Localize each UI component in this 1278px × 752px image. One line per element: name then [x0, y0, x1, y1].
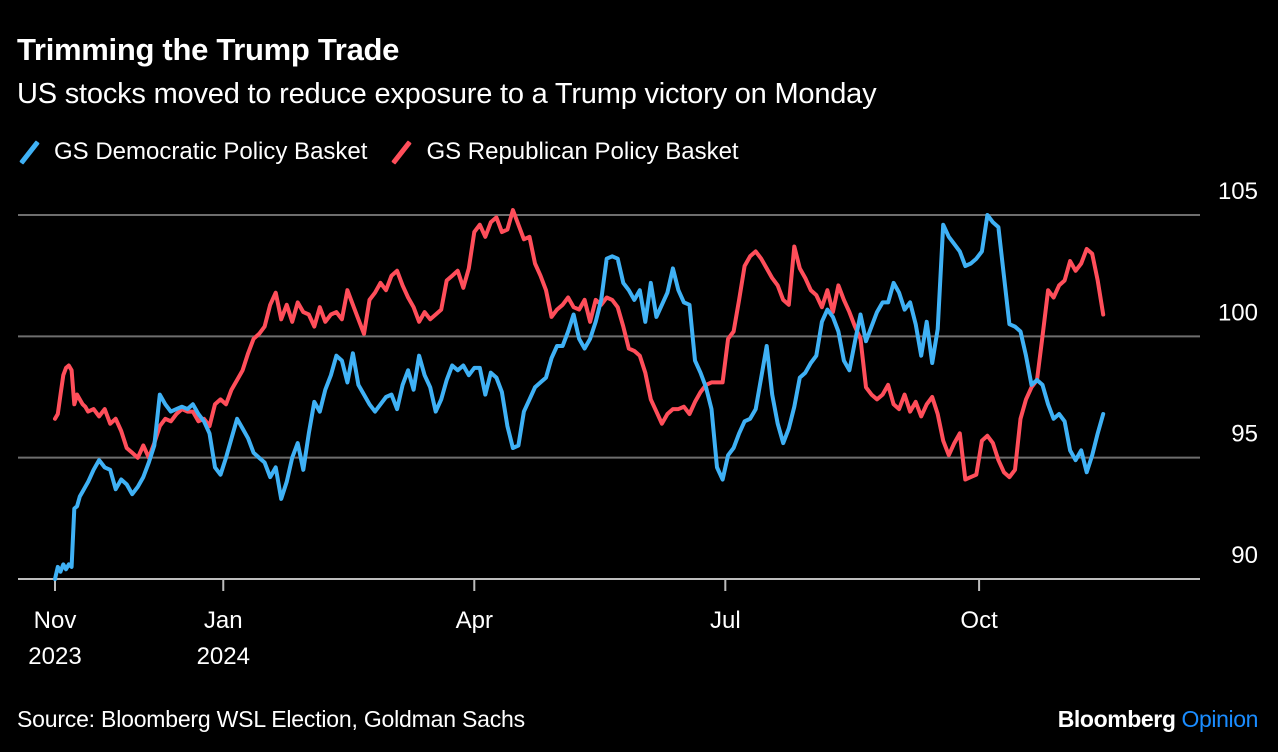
y-tick-label-95: 95: [1231, 421, 1258, 448]
y-tick-label-90: 90: [1231, 542, 1258, 569]
y-tick-label-105: 105: [1218, 178, 1258, 205]
logo-brand: Bloomberg: [1057, 706, 1176, 732]
bloomberg-opinion-logo: Bloomberg Opinion: [1057, 706, 1259, 733]
legend: GS Democratic Policy Basket GS Republica…: [17, 138, 761, 166]
x-tick-label-apr: Apr: [456, 607, 493, 634]
x-tick-label-jan: Jan: [204, 607, 243, 634]
gridlines: [18, 214, 1200, 580]
y-tick-label-100: 100: [1218, 299, 1258, 326]
x-tick-label-nov: Nov: [34, 607, 77, 634]
series-lines: [53, 208, 1106, 581]
y-axis-labels: 90 95 100 105: [1218, 178, 1258, 569]
chart-title: Trimming the Trump Trade: [17, 32, 400, 67]
series-line-democratic: [53, 213, 1106, 581]
x-axis: Nov 2023 Jan 2024 Apr Jul Oct: [28, 579, 998, 670]
legend-label-republican: GS Republican Policy Basket: [426, 138, 739, 165]
x-tick-year-2023: 2023: [28, 643, 81, 670]
x-tick-year-2024: 2024: [197, 643, 250, 670]
source-note: Source: Bloomberg WSL Election, Goldman …: [17, 706, 525, 732]
legend-item-republican: GS Republican Policy Basket: [389, 138, 738, 166]
chart-subtitle: US stocks moved to reduce exposure to a …: [17, 78, 877, 110]
legend-label-democratic: GS Democratic Policy Basket: [54, 138, 368, 165]
logo-product: Opinion: [1181, 706, 1259, 732]
legend-item-democratic: GS Democratic Policy Basket: [17, 138, 367, 166]
x-tick-label-jul: Jul: [710, 607, 741, 634]
x-tick-label-oct: Oct: [960, 607, 998, 634]
